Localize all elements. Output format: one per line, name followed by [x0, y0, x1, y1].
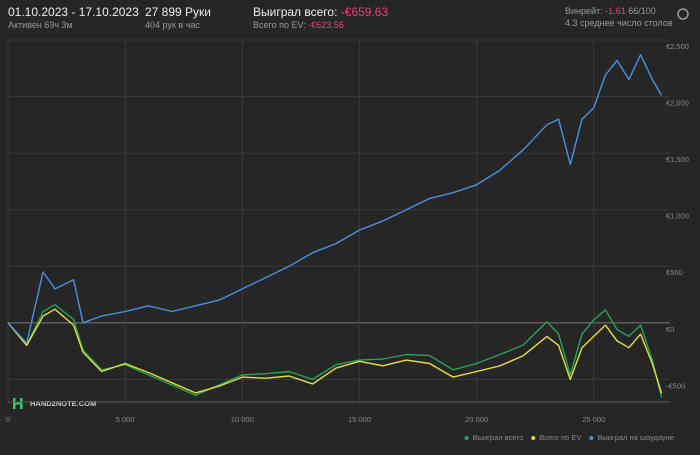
legend-swatch: [589, 436, 594, 440]
y-tick-label: -€500: [666, 381, 685, 390]
y-tick-label: €1,500: [666, 155, 689, 164]
ev-label: Всего по EV:: [253, 20, 306, 30]
winrate: Винрейт: -1.61 66/100: [565, 6, 656, 16]
date-range: 01.10.2023 - 17.10.2023: [8, 5, 139, 19]
legend-label: Всего по EV: [539, 433, 581, 442]
y-tick-label: €1,000: [666, 212, 689, 221]
x-tick-label: 5 000: [116, 415, 135, 424]
winrate-value: -1.61: [605, 6, 626, 16]
won-total: Выиграл всего: -€659.63: [253, 5, 388, 19]
y-tick-label: €2,000: [666, 99, 689, 108]
x-tick-label: 25 000: [582, 415, 605, 424]
x-tick-label: 20 000: [465, 415, 488, 424]
x-tick-label: 0: [6, 415, 10, 424]
legend-label: Выиграл всего: [473, 433, 524, 442]
grid: [7, 39, 670, 402]
hands: 27 899 Руки: [145, 5, 211, 19]
series-line: [7, 54, 663, 344]
active-time: Активен 69ч 3м: [8, 20, 73, 30]
ev-total: Всего по EV: -€623.56: [253, 20, 344, 30]
logo-mark: [13, 402, 22, 405]
settings-icon[interactable]: [677, 8, 689, 20]
won-value: -€659.63: [340, 5, 389, 19]
tables: 4.3 среднее число столов: [565, 18, 673, 28]
ev-value: -€623.56: [308, 20, 344, 30]
legend-label: Выиграл на шоудауне: [597, 433, 674, 442]
series-line: [7, 308, 663, 394]
y-tick-label: €2,500: [666, 42, 689, 51]
x-tick-label: 15 000: [348, 415, 371, 424]
legend-swatch: [464, 436, 469, 440]
winrate-extra: 66/100: [628, 6, 656, 16]
hands-per-hour: 404 рук в час: [145, 20, 200, 30]
winrate-label: Винрейт:: [565, 6, 603, 16]
x-tick-label: 10 000: [231, 415, 254, 424]
series-line: [7, 304, 663, 398]
legend-swatch: [531, 436, 536, 440]
y-tick-label: €500: [666, 268, 683, 277]
logo: HAND2NOTE.COM: [30, 399, 96, 408]
y-tick-label: €0: [666, 325, 674, 334]
won-label: Выиграл всего:: [253, 5, 338, 19]
